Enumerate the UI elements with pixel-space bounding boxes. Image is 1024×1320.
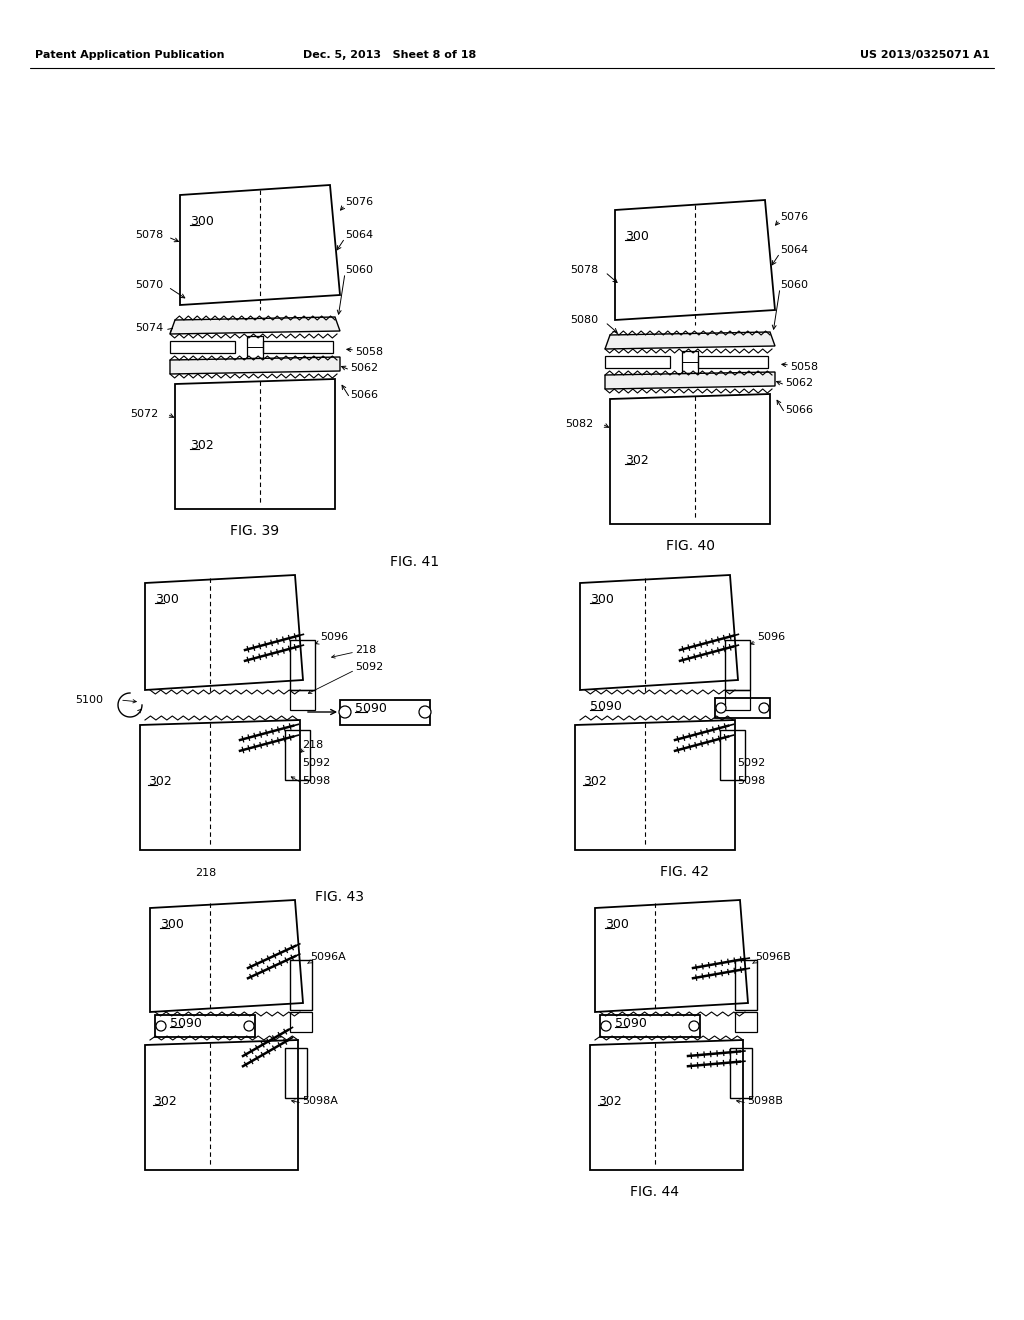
Bar [735,960,757,1010]
Text: 5078: 5078 [570,265,598,275]
Circle shape [716,704,726,713]
Bar [247,337,263,358]
Text: 5098: 5098 [737,776,765,785]
Polygon shape [605,333,775,348]
Bar [155,1015,255,1038]
Circle shape [156,1020,166,1031]
Text: 5076: 5076 [780,213,808,222]
Bar [170,341,234,352]
Text: 5098A: 5098A [302,1096,338,1106]
Text: 5066: 5066 [785,405,813,414]
Text: 5070: 5070 [135,280,163,290]
Bar [290,690,315,710]
Polygon shape [170,317,340,334]
Text: 5064: 5064 [345,230,373,240]
Text: 5060: 5060 [345,265,373,275]
Bar [698,356,768,368]
Text: 300: 300 [160,917,184,931]
Bar [285,1048,307,1098]
Text: US 2013/0325071 A1: US 2013/0325071 A1 [860,50,990,59]
Text: FIG. 39: FIG. 39 [230,524,280,539]
Polygon shape [605,372,775,389]
Bar [340,700,430,725]
Text: 5092: 5092 [302,758,331,768]
Bar [725,640,750,690]
Text: FIG. 40: FIG. 40 [666,539,715,553]
Text: 5082: 5082 [565,418,593,429]
Bar [730,1048,752,1098]
Text: 5090: 5090 [590,700,622,713]
Text: 5064: 5064 [780,246,808,255]
Bar [725,690,750,710]
Text: 302: 302 [153,1096,177,1107]
Circle shape [339,706,351,718]
Text: 5074: 5074 [135,323,163,333]
Text: 5058: 5058 [355,347,383,356]
Text: 5062: 5062 [785,378,813,388]
Text: 302: 302 [190,440,214,451]
Bar [285,730,310,780]
Text: 218: 218 [302,741,324,750]
Text: FIG. 42: FIG. 42 [660,865,709,879]
Text: Dec. 5, 2013   Sheet 8 of 18: Dec. 5, 2013 Sheet 8 of 18 [303,50,476,59]
Bar [290,640,315,690]
Bar [605,356,670,368]
Text: 5062: 5062 [350,363,378,374]
Text: 5090: 5090 [170,1016,202,1030]
Text: 5090: 5090 [355,702,387,715]
Text: 5092: 5092 [737,758,765,768]
Text: 300: 300 [155,593,179,606]
Bar [290,1012,312,1032]
Text: 302: 302 [583,775,607,788]
Text: 5090: 5090 [615,1016,647,1030]
Text: 5076: 5076 [345,197,373,207]
Bar [735,1012,757,1032]
Text: 5098: 5098 [302,776,331,785]
Text: 302: 302 [148,775,172,788]
Circle shape [244,1020,254,1031]
Text: 5098B: 5098B [746,1096,783,1106]
Text: Patent Application Publication: Patent Application Publication [35,50,224,59]
Text: 5100: 5100 [75,696,103,705]
Text: 5096B: 5096B [755,952,791,962]
Text: 5058: 5058 [790,362,818,372]
Text: FIG. 41: FIG. 41 [390,554,439,569]
Text: 300: 300 [590,593,613,606]
Bar [682,351,698,374]
Circle shape [601,1020,611,1031]
Bar [600,1015,700,1038]
Text: 5078: 5078 [135,230,163,240]
Polygon shape [170,356,340,374]
Bar [720,730,745,780]
Text: 5096A: 5096A [310,952,346,962]
Text: 5072: 5072 [130,409,159,418]
Text: 5096: 5096 [319,632,348,642]
Text: FIG. 44: FIG. 44 [630,1185,679,1199]
Text: 218: 218 [355,645,376,655]
Circle shape [759,704,769,713]
Circle shape [419,706,431,718]
Text: 302: 302 [625,454,649,467]
Text: 5060: 5060 [780,280,808,290]
Text: 218: 218 [195,869,216,878]
Text: 5092: 5092 [355,663,383,672]
Text: 5066: 5066 [350,389,378,400]
Text: 302: 302 [598,1096,622,1107]
Bar [715,698,770,718]
Text: FIG. 43: FIG. 43 [315,890,364,904]
Text: 300: 300 [605,917,629,931]
Bar [290,960,312,1010]
Text: 300: 300 [625,230,649,243]
Text: 300: 300 [190,215,214,228]
Text: 5096: 5096 [757,632,785,642]
Circle shape [689,1020,699,1031]
Text: 5080: 5080 [570,315,598,325]
Bar [263,341,333,352]
